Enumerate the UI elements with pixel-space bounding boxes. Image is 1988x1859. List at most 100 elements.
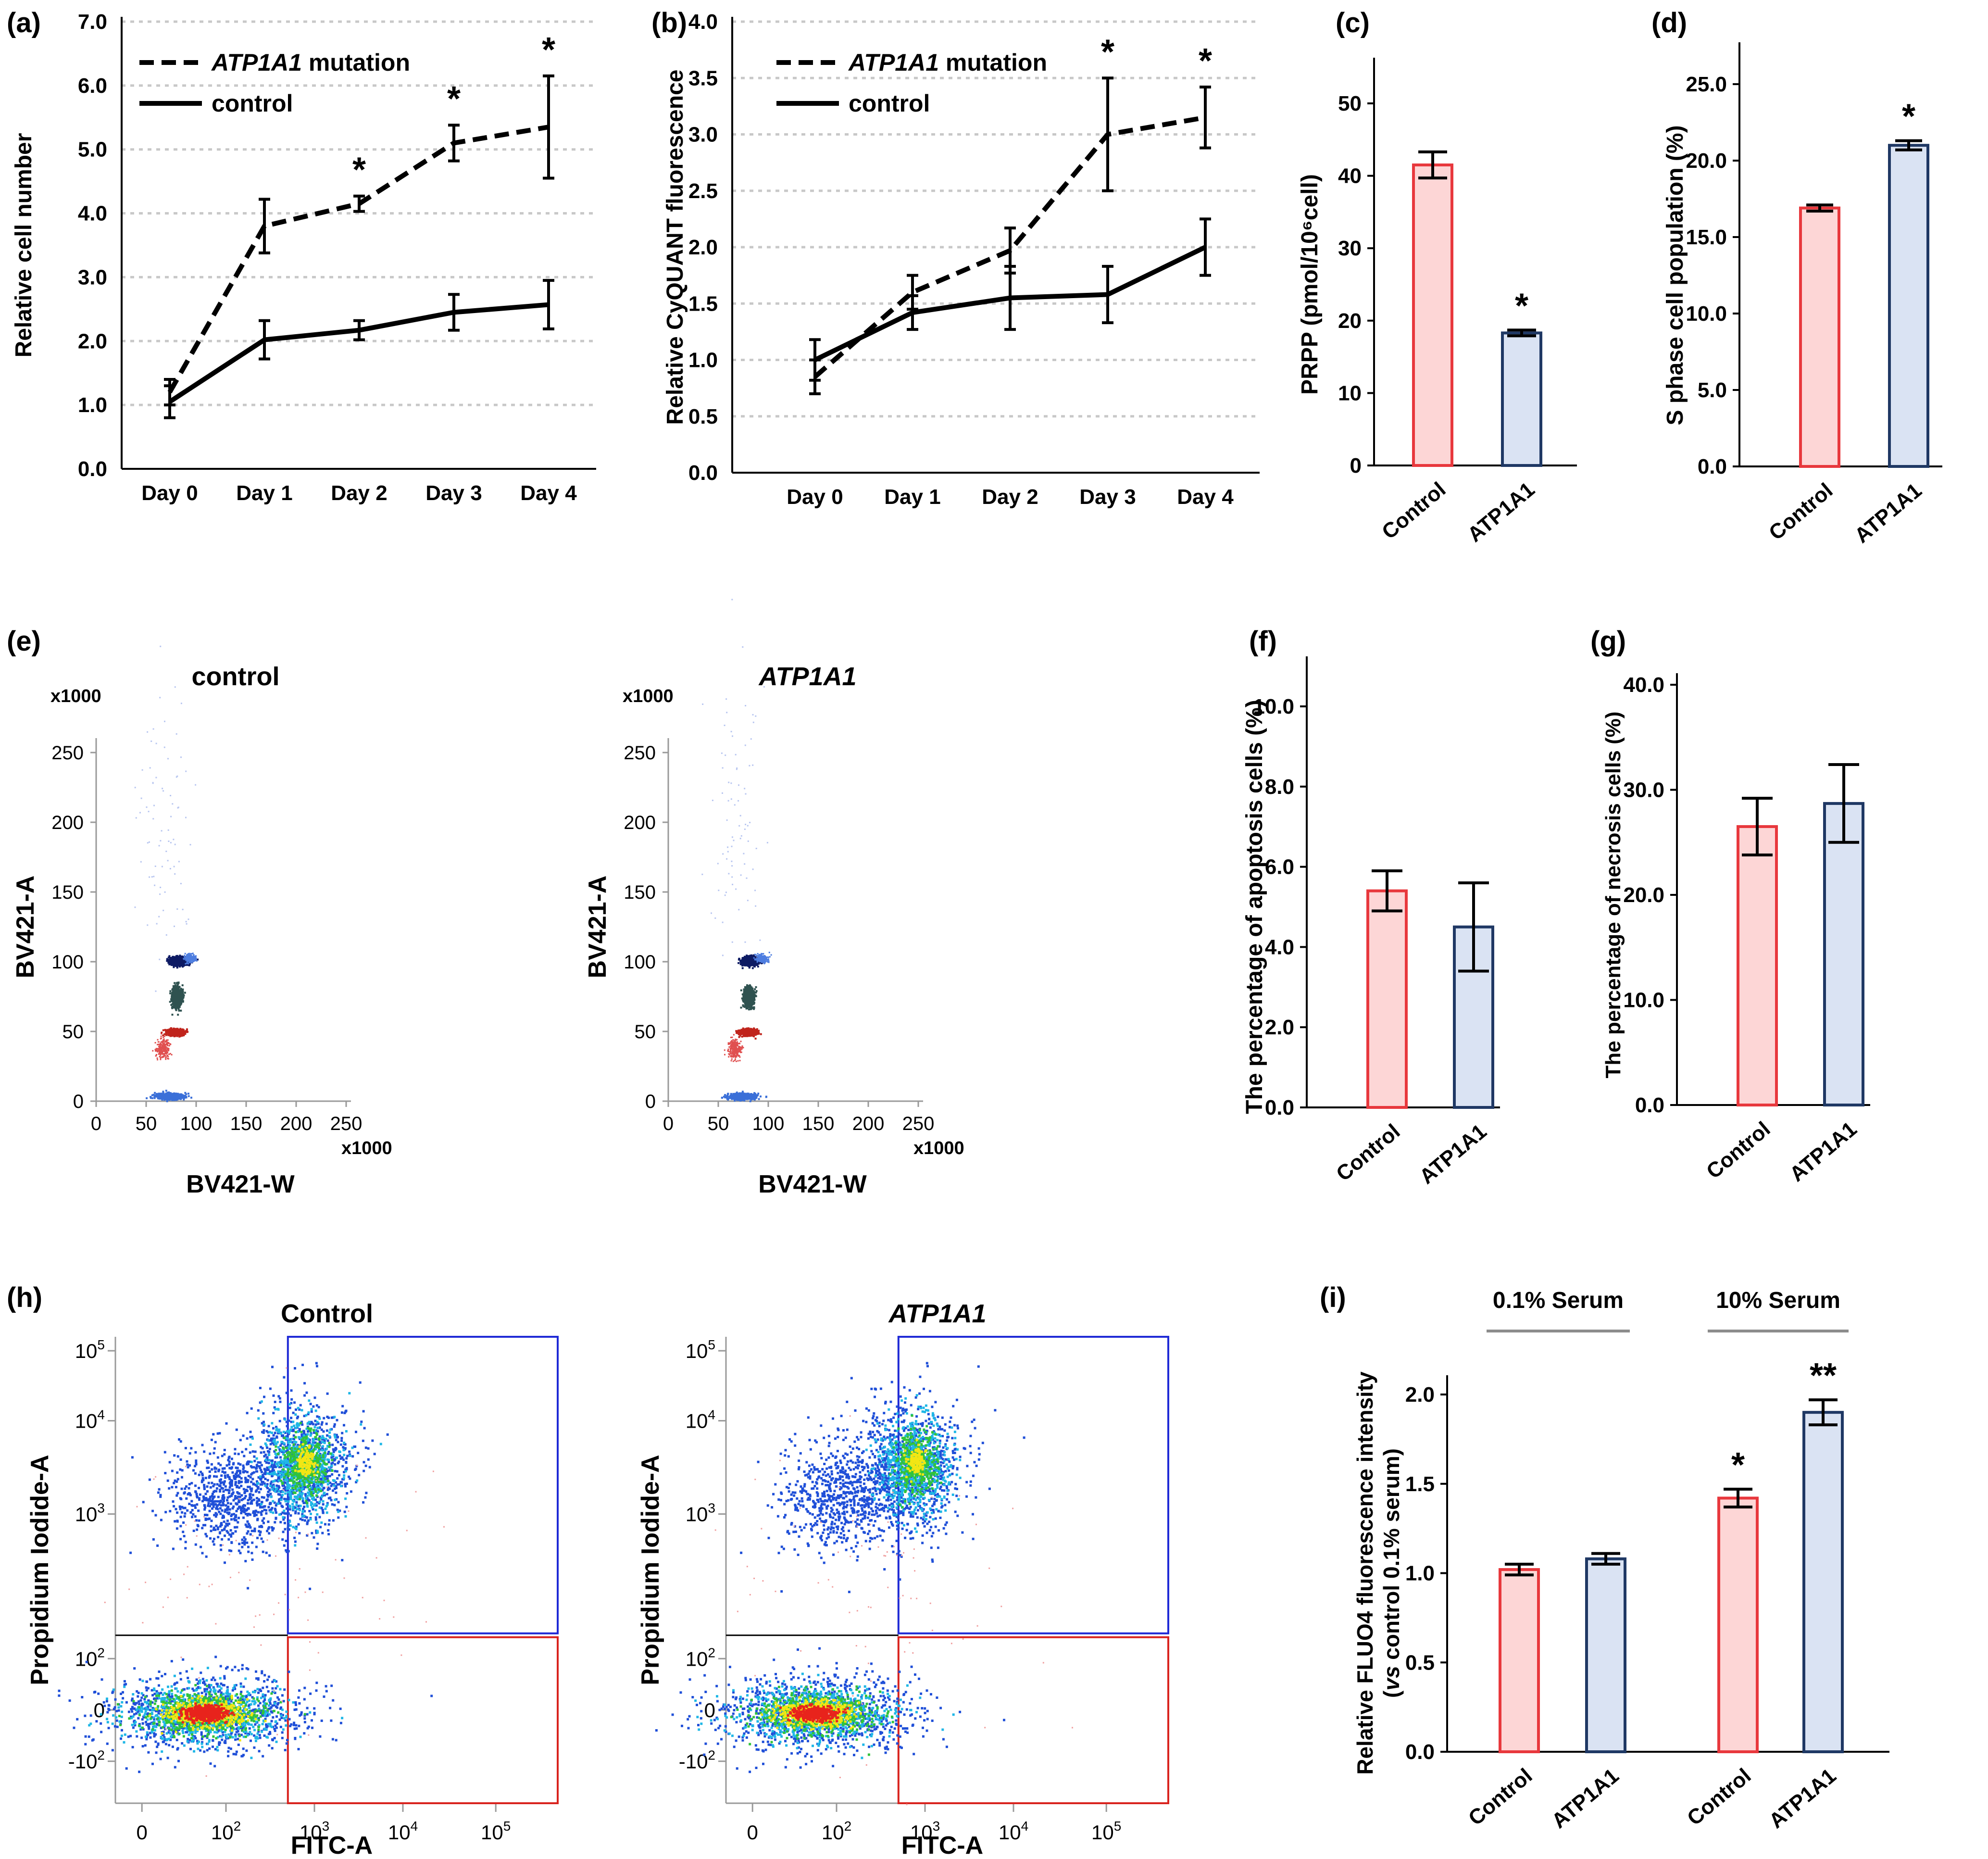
- scatter-pi-left: [740, 1415, 936, 1594]
- bar-atp1a1: [1888, 144, 1929, 468]
- significance-marker: *: [352, 151, 366, 189]
- x-tick-label: Day 3: [1079, 485, 1136, 509]
- x-tick-label: 200: [280, 1113, 313, 1134]
- bar-control: [1412, 163, 1453, 467]
- y-tick-label: 6.0: [78, 74, 107, 98]
- y-axis-label: Propidium Iodide-A: [26, 1455, 54, 1685]
- chart-d-s-phase: 0.0 5.0 10.0 15.0 20.0 25.0 S phase cell popul…: [1663, 42, 1942, 548]
- significance-marker: *: [447, 80, 461, 118]
- y-tick-label: -102: [68, 1748, 105, 1773]
- scatter-pi-cyan: [249, 1392, 382, 1547]
- scatter-background-events: [134, 645, 197, 992]
- x-tick-label: ATP1A1: [1785, 1117, 1861, 1186]
- y-tick-label: 30: [1338, 237, 1362, 260]
- x-tick-label: 102: [822, 1819, 851, 1844]
- x-tick-label: ATP1A1: [1850, 478, 1926, 548]
- x-tick-label: 100: [180, 1113, 213, 1134]
- group-label: 10% Serum: [1716, 1288, 1840, 1313]
- y-tick-label: 25.0: [1686, 73, 1727, 96]
- bar-control: [1799, 206, 1840, 468]
- x-axis-label: BV421-W: [186, 1170, 295, 1198]
- chart-c-panel: 0 10 20 30 40 50 PRPP (pmol/10⁶cell) Control * AT…: [1288, 0, 1625, 601]
- panel-label-d: (d): [1651, 7, 1688, 38]
- y-tick-label: 200: [624, 812, 656, 833]
- scatter-live-red: [174, 1702, 236, 1725]
- y-tick-label: 50: [635, 1021, 656, 1043]
- y-tick-label: 0.5: [1405, 1651, 1435, 1674]
- significance-marker: *: [542, 31, 555, 69]
- x-tick-label: ATP1A1: [1547, 1764, 1623, 1833]
- y-tick-label: 20.0: [1623, 883, 1664, 907]
- scatter-g2m-population: [166, 955, 199, 969]
- scatter-g1-population: [161, 1027, 189, 1038]
- y-tick-label: 100: [51, 952, 84, 973]
- y-tick-label: 4.0: [688, 10, 718, 34]
- y-tick-label: 104: [75, 1407, 105, 1432]
- x-tick-label: Control: [1377, 477, 1450, 544]
- y-axis-label: Propidium Iodide-A: [637, 1455, 664, 1685]
- bar-control: [1366, 889, 1408, 1109]
- y-axis-label-line1: Relative FLUO4 fluorescence intensity: [1352, 1371, 1377, 1775]
- y-tick-label: 40.0: [1623, 673, 1664, 697]
- x-tick-label: 150: [230, 1113, 263, 1134]
- scatter-pi-yellow: [903, 1438, 927, 1483]
- y-tick-label: 50: [1338, 92, 1362, 115]
- legend-label-control: control: [849, 90, 930, 117]
- y-tick-label: 0.0: [1265, 1096, 1294, 1119]
- y-tick-label: 0: [645, 1091, 656, 1112]
- x-tick-label: 100: [752, 1113, 785, 1134]
- gate-early-apoptosis: [897, 1636, 1170, 1804]
- y-tick-label: 250: [51, 742, 84, 764]
- significance-marker: *: [1199, 42, 1212, 80]
- y-tick-label: 2.0: [1405, 1383, 1435, 1407]
- chart-g-necrosis: 0.0 10.0 20.0 30.0 40.0 The percentage of nec…: [1601, 673, 1870, 1186]
- y-tick-label: 102: [686, 1645, 715, 1670]
- y-axis-label: BV421-A: [12, 876, 39, 979]
- significance-marker: *: [1731, 1446, 1745, 1484]
- x-axis-label: FITC-A: [901, 1832, 983, 1859]
- y-tick-label: 2.5: [688, 179, 718, 203]
- x-tick-label: Day 4: [520, 481, 577, 505]
- x-tick-label: Control: [1764, 478, 1837, 545]
- x-axis-label: FITC-A: [291, 1832, 373, 1859]
- x-tick-label: 150: [802, 1113, 835, 1134]
- x-tick-label: Control: [1702, 1117, 1775, 1183]
- y-tick-label: 100: [624, 952, 656, 973]
- y-tick-label: 103: [75, 1501, 105, 1526]
- panel-label-h: (h): [7, 1282, 43, 1313]
- scatter-s-phase-population: [169, 981, 186, 1016]
- x-tick-label: 102: [211, 1819, 241, 1844]
- y-tick-label: 20: [1338, 309, 1362, 333]
- x-tick-label: 50: [136, 1113, 157, 1134]
- x-tick-label: ATP1A1: [1415, 1119, 1491, 1189]
- x-tick-label: 0: [137, 1821, 148, 1844]
- y-tick-label: 2.0: [688, 236, 718, 259]
- y-tick-label: 1.5: [688, 292, 718, 315]
- scatter-live-red: [779, 1703, 849, 1724]
- x-tick-label: Control: [1683, 1764, 1755, 1830]
- chart-f-panel: 0.0 2.0 4.0 6.0 8.0 10.0 The percentage of apo…: [1231, 620, 1577, 1221]
- y-tick-label: 10.0: [1623, 989, 1664, 1012]
- chart-h-panel: Control 0 102 103 104 105 -102 0 102 103 104 105 FIT…: [0, 1279, 1298, 1859]
- y-tick-label: 1.0: [78, 393, 107, 417]
- y-scale-label: x1000: [50, 686, 101, 706]
- x-tick-label: 105: [1091, 1819, 1121, 1844]
- x-scale-label: x1000: [913, 1138, 964, 1158]
- y-tick-label: 5.0: [78, 138, 107, 162]
- y-tick-label: 2.0: [78, 329, 107, 353]
- y-tick-label: 1.0: [1405, 1562, 1435, 1585]
- x-tick-label: Day 3: [425, 481, 482, 505]
- y-tick-label: 40: [1338, 164, 1362, 188]
- y-axis-label: The percentage of apoptosis cells (%): [1242, 700, 1267, 1114]
- y-tick-label: 105: [686, 1337, 715, 1362]
- y-tick-label: 0: [1350, 454, 1362, 477]
- gate-early-apoptosis: [287, 1636, 559, 1804]
- chart-i-panel: 0.0 0.5 1.0 1.5 2.0 Control ATP1A1 * Control ** AT…: [1298, 1279, 1988, 1859]
- x-tick-label: 200: [852, 1113, 885, 1134]
- scatter-subg1-events: [152, 1033, 173, 1061]
- scatter-debris-population: [721, 1091, 767, 1103]
- bar-atp1a1: [1501, 331, 1542, 467]
- y-tick-label: 30.0: [1623, 779, 1664, 802]
- y-tick-label: 200: [51, 812, 84, 833]
